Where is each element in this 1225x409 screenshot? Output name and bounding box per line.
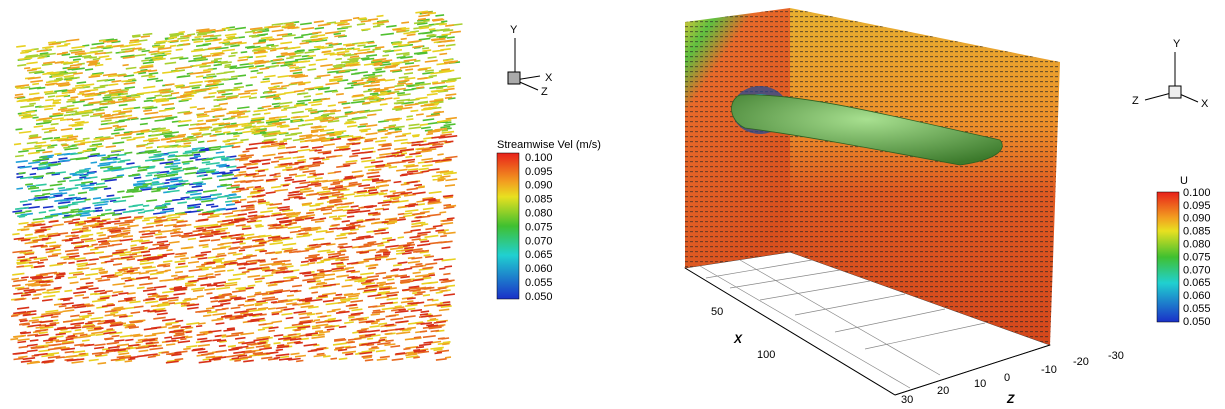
- colorbar-label: 0.070: [525, 235, 553, 247]
- figure: Y X Z Streamwise Vel (m/s) 0.1000.0950.0…: [0, 0, 1225, 409]
- triad-label: Z: [541, 86, 548, 98]
- axis-triad: [508, 38, 540, 90]
- colorbar-label: 0.050: [1183, 316, 1211, 328]
- x-tick-label: 50: [711, 306, 723, 318]
- triad-label: Y: [1173, 38, 1181, 50]
- colorbar-label: 0.090: [525, 180, 553, 192]
- colorbar-title: U: [1180, 175, 1188, 187]
- colorbar-label: 0.080: [525, 208, 553, 220]
- axis-triad: [1145, 52, 1198, 102]
- colorbar-label: 0.095: [1183, 200, 1211, 212]
- vector-grid: [685, 8, 790, 268]
- colorbar-label: 0.055: [1183, 303, 1211, 315]
- colorbar-label: 0.050: [525, 291, 553, 303]
- x-tick-label: 100: [757, 349, 775, 361]
- colorbar-label: 0.065: [525, 249, 553, 261]
- z-tick-label: -30: [1108, 350, 1124, 362]
- colorbar-label: 0.060: [1183, 290, 1211, 302]
- colorbar: [1157, 192, 1179, 322]
- z-tick-label: 10: [974, 378, 986, 390]
- triad-label: X: [1201, 98, 1209, 110]
- triad-label: X: [545, 72, 553, 84]
- z-tick-label: -20: [1073, 356, 1089, 368]
- colorbar-label: 0.095: [525, 166, 553, 178]
- colorbar-label: 0.075: [525, 221, 553, 233]
- colorbar-labels: 0.1000.0950.0900.0850.0800.0750.0700.065…: [1183, 187, 1211, 328]
- colorbar-label: 0.080: [1183, 239, 1211, 251]
- colorbar-label: 0.085: [1183, 226, 1211, 238]
- z-tick-label: 0: [1004, 372, 1010, 384]
- z-tick-label: 20: [937, 385, 949, 397]
- vector-grid: [790, 8, 1060, 345]
- colorbar-label: 0.100: [525, 152, 553, 164]
- colorbar-label: 0.090: [1183, 213, 1211, 225]
- colorbar-label: 0.055: [525, 277, 553, 289]
- colorbar-label: 0.075: [1183, 251, 1211, 263]
- z-tick-label: -10: [1041, 364, 1057, 376]
- z-tick-label: 30: [901, 394, 913, 406]
- x-axis-title: X: [733, 332, 743, 346]
- triad-label: Y: [510, 24, 518, 36]
- colorbar-label: 0.070: [1183, 264, 1211, 276]
- colorbar-label: 0.085: [525, 194, 553, 206]
- colorbar-label: 0.100: [1183, 187, 1211, 199]
- colorbar: [497, 153, 519, 299]
- colorbar-label: 0.065: [1183, 277, 1211, 289]
- colorbar-title: Streamwise Vel (m/s): [497, 139, 601, 151]
- triad-label: Z: [1132, 95, 1139, 107]
- vector-cloud: [10, 11, 462, 364]
- colorbar-label: 0.060: [525, 263, 553, 275]
- z-axis-title: Z: [1006, 392, 1015, 406]
